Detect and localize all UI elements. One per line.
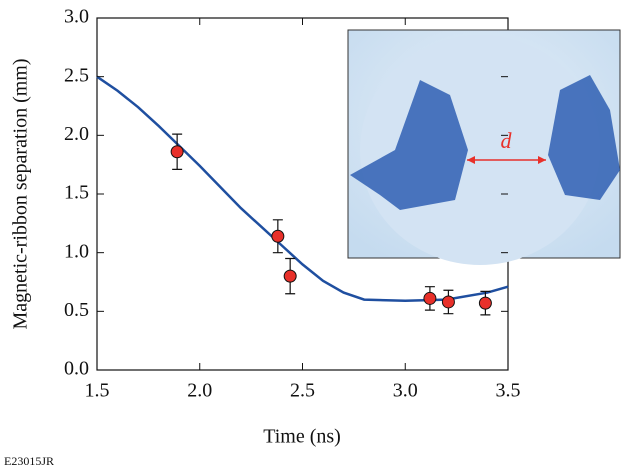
y-tick-label: 0.5 — [64, 299, 89, 321]
data-point — [478, 296, 492, 310]
data-point — [170, 145, 184, 159]
data-point — [271, 229, 285, 243]
x-tick-label: 2.5 — [290, 380, 315, 402]
y-tick-label: 2.0 — [64, 123, 89, 145]
y-tick-label: 2.5 — [64, 64, 89, 86]
x-tick-label: 1.5 — [85, 380, 110, 402]
x-tick-label: 3.0 — [393, 380, 418, 402]
data-point — [441, 295, 455, 309]
inset-lobe — [350, 80, 468, 210]
y-tick-label: 3.0 — [64, 6, 89, 28]
y-axis-label: Magnetic-ribbon separation (mm) — [10, 58, 32, 329]
inset-arrowheads — [467, 156, 546, 164]
inset-image: d — [347, 29, 621, 265]
data-point — [283, 269, 297, 283]
x-axis-label: Time (ns) — [263, 426, 341, 448]
y-tick-label: 1.5 — [64, 182, 89, 204]
data-point — [423, 291, 437, 305]
footnote: E23015JR — [4, 454, 54, 468]
x-tick-label: 3.5 — [496, 380, 521, 402]
x-tick-label: 2.0 — [187, 380, 212, 402]
y-tick-label: 1.0 — [64, 240, 89, 262]
y-tick-label: 0.0 — [64, 358, 89, 380]
plot-area — [96, 75, 509, 316]
inset-label: d — [501, 128, 513, 153]
inset-lobe — [548, 75, 620, 200]
